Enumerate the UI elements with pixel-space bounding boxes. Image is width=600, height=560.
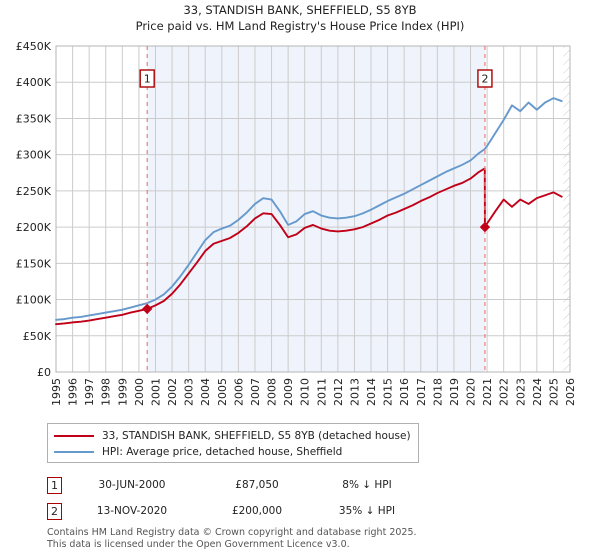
transaction-marker-1[interactable] — [141, 303, 153, 315]
x-axis-tick-label: 2001 — [149, 378, 162, 406]
legend-label-hpi: HPI: Average price, detached house, Shef… — [102, 446, 343, 458]
x-axis-tick-label: 2018 — [431, 378, 444, 406]
legend-label-price-paid: 33, STANDISH BANK, SHEFFIELD, S5 8YB (de… — [102, 430, 411, 442]
y-axis-tick-label: £200K — [16, 221, 52, 234]
legend-item-hpi: HPI: Average price, detached house, Shef… — [54, 444, 412, 460]
x-axis-tick-label: 2024 — [531, 378, 544, 406]
transaction-hpi-delta: 35% ↓ HPI — [338, 505, 396, 517]
legend-swatch-hpi — [54, 451, 94, 453]
legend-item-price-paid: 33, STANDISH BANK, SHEFFIELD, S5 8YB (de… — [54, 428, 412, 444]
x-axis-tick-label: 2026 — [564, 378, 577, 406]
x-axis-tick-label: 2011 — [315, 378, 328, 406]
y-axis-tick-label: £300K — [16, 149, 52, 162]
future-hatch-region — [563, 46, 570, 372]
x-axis-tick-label: 2009 — [282, 378, 295, 406]
annotation-badge-1: 1 — [47, 476, 62, 494]
plot-frame — [55, 45, 571, 373]
x-axis-tick-label: 2004 — [199, 378, 212, 406]
x-axis-tick-label: 2019 — [448, 378, 461, 406]
marker-badge-label-2: 2 — [481, 73, 488, 86]
transaction-price: £87,050 — [235, 479, 279, 491]
x-axis-tick-label: 2023 — [514, 378, 527, 406]
page-title: 33, STANDISH BANK, SHEFFIELD, S5 8YB — [183, 3, 417, 17]
x-axis-tick-label: 2016 — [398, 378, 411, 406]
transaction-marker-2[interactable] — [479, 221, 491, 233]
x-axis-tick-label: 2012 — [332, 378, 345, 406]
footer-line-2: This data is licensed under the Open Gov… — [47, 538, 350, 550]
x-axis-tick-label: 2014 — [365, 378, 378, 406]
x-axis-tick-label: 2013 — [348, 378, 361, 406]
chart-legend: 33, STANDISH BANK, SHEFFIELD, S5 8YB (de… — [47, 423, 419, 463]
y-axis-tick-label: £350K — [16, 112, 52, 125]
hpi-series-line — [55, 97, 563, 321]
y-axis-tick-label: £400K — [16, 76, 52, 89]
y-axis-tick-label: £100K — [16, 294, 52, 307]
table-row[interactable]: 1 30-JUN-2000 £87,050 8% ↓ HPI — [47, 472, 467, 498]
page-subtitle: Price paid vs. HM Land Registry's House … — [135, 19, 465, 33]
y-axis-tick-label: £0 — [37, 366, 51, 379]
transaction-date: 13-NOV-2020 — [96, 505, 168, 517]
x-axis-tick-label: 1998 — [100, 378, 113, 406]
x-axis-tick-label: 2006 — [232, 378, 245, 406]
x-axis-tick-label: 2021 — [481, 378, 494, 406]
transaction-hpi-delta: 8% ↓ HPI — [342, 479, 392, 491]
x-axis-tick-label: 1996 — [67, 378, 80, 406]
transaction-price: £200,000 — [231, 505, 283, 517]
x-axis-tick-label: 2005 — [216, 378, 229, 406]
copyright-footer: Contains HM Land Registry data © Crown c… — [47, 527, 577, 550]
x-axis-tick-label: 2000 — [133, 378, 146, 406]
legend-swatch-price-paid — [54, 435, 94, 437]
y-axis-tick-label: £450K — [16, 40, 52, 53]
x-axis-tick-label: 1999 — [116, 378, 129, 406]
x-axis-tick-label: 2017 — [415, 378, 428, 406]
x-axis-tick-label: 2002 — [166, 378, 179, 406]
y-axis-tick-label: £150K — [16, 257, 52, 270]
transaction-date: 30-JUN-2000 — [98, 479, 166, 491]
marker-badge-box-1[interactable] — [139, 69, 155, 88]
plot-area: £0 £50K £100K £150K £200K £250K £300K £350K £400… — [16, 40, 577, 406]
x-axis-tick-label: 2003 — [183, 378, 196, 406]
x-axis-tick-label: 2010 — [299, 378, 312, 406]
transactions-table: 1 30-JUN-2000 £87,050 8% ↓ HPI 2 13-NOV-… — [47, 472, 467, 524]
ownership-band — [147, 46, 485, 372]
y-axis-tick-label: £50K — [23, 330, 52, 343]
x-axis-tick-label: 2025 — [547, 378, 560, 406]
marker-badge-box-2[interactable] — [477, 69, 493, 88]
y-axis-tick-label: £250K — [16, 185, 52, 198]
annotation-badge-2: 2 — [47, 502, 62, 520]
x-axis-tick-label: 2008 — [266, 378, 279, 406]
table-row[interactable]: 2 13-NOV-2020 £200,000 35% ↓ HPI — [47, 498, 467, 524]
x-axis-tick-label: 2015 — [382, 378, 395, 406]
marker-badge-label-1: 1 — [144, 73, 151, 86]
x-axis-tick-label: 1995 — [50, 378, 63, 406]
footer-line-1: Contains HM Land Registry data © Crown c… — [47, 527, 417, 538]
chart-title-block: 33, STANDISH BANK, SHEFFIELD, S5 8YB Pri… — [0, 2, 600, 34]
x-axis-tick-label: 2007 — [249, 378, 262, 406]
x-axis-tick-label: 1997 — [83, 378, 96, 406]
x-axis-tick-label: 2020 — [465, 378, 478, 406]
x-axis-tick-label: 2022 — [498, 378, 511, 406]
